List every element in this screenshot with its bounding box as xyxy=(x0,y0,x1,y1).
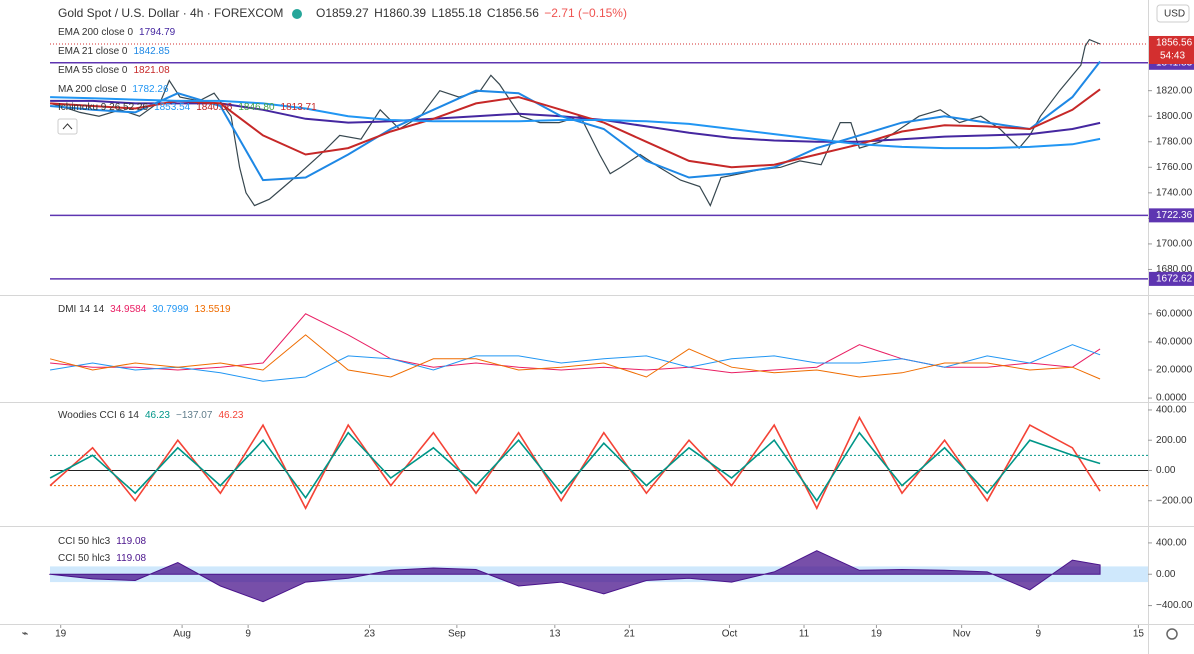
close: C1856.56 xyxy=(487,6,539,20)
collapse-legend[interactable] xyxy=(57,118,78,135)
moving-average xyxy=(50,96,1101,150)
x-tick-label: 19 xyxy=(871,629,883,640)
symbol-title: Gold Spot / U.S. Dollar · 4h · FOREXCOM xyxy=(58,6,283,20)
legend-value: 1840.06 xyxy=(196,102,233,113)
legend-item: EMA 21 close 0 1842.85 xyxy=(58,46,170,57)
y-tick-label: 0.00 xyxy=(1156,569,1176,580)
moving-average xyxy=(50,88,1101,169)
y-tick-label: 400.00 xyxy=(1156,405,1187,416)
timezone-button[interactable]: ⌁ xyxy=(22,629,28,640)
cci-line xyxy=(49,415,1101,511)
last-price-box xyxy=(1149,35,1194,64)
x-tick-label: 15 xyxy=(1133,629,1145,640)
y-tick-label: 40.0000 xyxy=(1156,337,1193,348)
legend-value: 1821.08 xyxy=(133,65,170,76)
moving-average xyxy=(50,60,1101,182)
change: −2.71 (−0.15%) xyxy=(544,6,627,20)
dmi-line xyxy=(49,334,1101,380)
legend-value: 1813.71 xyxy=(281,102,318,113)
y-tick-label: 1820.00 xyxy=(1156,85,1193,96)
legend-item: CCI 50 hlc3 119.08 xyxy=(58,536,147,547)
legend-name: MA 200 close 0 xyxy=(58,84,127,95)
legend-item: Ichimoku 9 26 52 26 1853.54 1840.06 1846.80… xyxy=(58,102,317,113)
legend-value: 119.08 xyxy=(116,553,146,564)
legend-item: MA 200 close 0 1782.26 xyxy=(58,84,169,95)
legend-name: Ichimoku 9 26 52 26 xyxy=(58,102,148,113)
currency-button[interactable] xyxy=(1156,4,1190,23)
last-price-label: 1856.56 xyxy=(1156,38,1193,49)
x-tick-label: Nov xyxy=(953,629,971,640)
moving-average xyxy=(50,99,1101,143)
x-tick-label: 9 xyxy=(245,629,251,640)
y-tick-label: 1700.00 xyxy=(1156,239,1193,250)
x-tick-label: 23 xyxy=(364,629,376,640)
legend-value: 1842.85 xyxy=(133,46,170,57)
currency-label: USD xyxy=(1164,9,1185,20)
price-label-box xyxy=(1149,208,1194,223)
legend-value: −137.07 xyxy=(176,410,213,421)
cci-line xyxy=(49,431,1101,503)
x-tick-label: 11 xyxy=(799,629,810,640)
y-tick-label: 0.00 xyxy=(1156,465,1176,476)
y-tick-label: 1760.00 xyxy=(1156,162,1193,173)
price-label: 1722.36 xyxy=(1156,210,1193,221)
y-tick-label: 60.0000 xyxy=(1156,308,1193,319)
y-tick-label: 1780.00 xyxy=(1156,136,1193,147)
x-tick-label: 19 xyxy=(55,629,67,640)
legend-item: DMI 14 14 34.9584 30.7999 13.5519 xyxy=(58,304,231,315)
y-tick-label: 1800.00 xyxy=(1156,111,1193,122)
legend-name: EMA 55 close 0 xyxy=(58,65,128,76)
market-status[interactable] xyxy=(292,9,302,19)
y-tick-label: −400.00 xyxy=(1156,600,1193,611)
legend-value: 1853.54 xyxy=(154,102,191,113)
legend-value: 1794.79 xyxy=(139,27,176,38)
legend-item: EMA 55 close 0 1821.08 xyxy=(58,65,170,76)
legend-value: 34.9584 xyxy=(110,304,147,315)
legend-name: Woodies CCI 6 14 xyxy=(58,410,139,421)
settings-icon[interactable] xyxy=(1166,628,1178,640)
cci-area xyxy=(48,550,1101,603)
x-tick-label: 21 xyxy=(624,629,636,640)
legend-item: CCI 50 hlc3 119.08 xyxy=(58,553,147,564)
price-label: 1672.62 xyxy=(1156,274,1193,285)
y-tick-label: 1680.00 xyxy=(1156,264,1193,275)
price-line xyxy=(49,38,1101,208)
y-tick-label: 200.00 xyxy=(1156,435,1187,446)
legend-item: Woodies CCI 6 14 46.23 −137.07 46.23 xyxy=(58,410,244,421)
low: L1855.18 xyxy=(431,6,481,20)
high: H1860.39 xyxy=(374,6,426,20)
y-tick-label: −200.00 xyxy=(1156,495,1193,506)
legend-value: 46.23 xyxy=(145,410,170,421)
legend-value: 1846.80 xyxy=(238,102,275,113)
x-tick-label: Sep xyxy=(448,629,466,640)
price-label-box xyxy=(1149,271,1194,286)
legend-name: CCI 50 hlc3 xyxy=(58,536,111,547)
y-tick-label: 0.0000 xyxy=(1156,393,1187,404)
chevron-icon xyxy=(62,123,73,130)
dmi-line xyxy=(50,344,1101,382)
ohlc: O1859.27 H1860.39 L1855.18 C1856.56 −2.7… xyxy=(316,6,627,20)
x-tick-label: Aug xyxy=(173,629,191,640)
legend-item: EMA 200 close 0 1794.79 xyxy=(58,27,176,38)
legend-name: CCI 50 hlc3 xyxy=(58,553,111,564)
legend-value: 119.08 xyxy=(116,536,146,547)
legend-value: 46.23 xyxy=(218,410,243,421)
x-tick-label: 9 xyxy=(1036,629,1042,640)
open: O1859.27 xyxy=(316,6,369,20)
x-tick-label: Oct xyxy=(722,629,738,640)
legend-name: DMI 14 14 xyxy=(58,304,105,315)
legend-value: 1782.26 xyxy=(132,84,169,95)
countdown: 54:43 xyxy=(1160,51,1185,62)
y-tick-label: 20.0000 xyxy=(1156,365,1193,376)
legend-name: EMA 21 close 0 xyxy=(58,46,128,57)
legend-value: 30.7999 xyxy=(152,304,189,315)
y-tick-label: 1740.00 xyxy=(1156,187,1193,198)
x-tick-label: 13 xyxy=(549,629,561,640)
y-tick-label: 400.00 xyxy=(1156,538,1187,549)
legend-name: EMA 200 close 0 xyxy=(58,27,133,38)
legend-value: 13.5519 xyxy=(194,304,231,315)
